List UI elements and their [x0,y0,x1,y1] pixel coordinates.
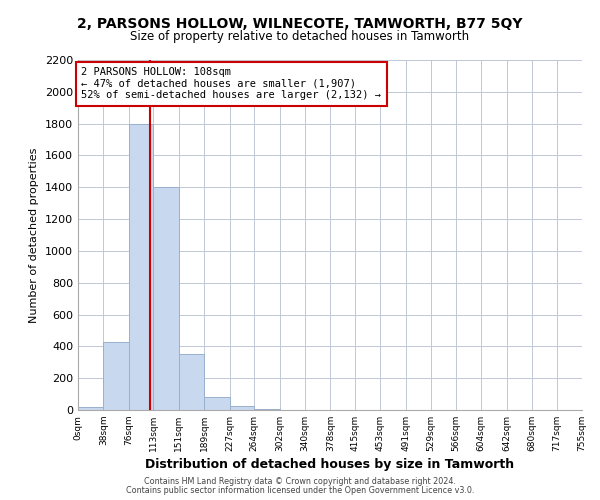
Bar [230,406,254,410]
Bar [129,124,154,410]
Bar [103,342,129,410]
Text: 2 PARSONS HOLLOW: 108sqm
← 47% of detached houses are smaller (1,907)
52% of sem: 2 PARSONS HOLLOW: 108sqm ← 47% of detach… [82,67,382,100]
Bar [254,409,280,410]
Bar [204,398,230,410]
Bar [179,354,204,410]
Bar [154,188,179,410]
Text: Size of property relative to detached houses in Tamworth: Size of property relative to detached ho… [130,30,470,43]
Text: 2, PARSONS HOLLOW, WILNECOTE, TAMWORTH, B77 5QY: 2, PARSONS HOLLOW, WILNECOTE, TAMWORTH, … [77,18,523,32]
Bar [78,407,103,410]
Text: Contains HM Land Registry data © Crown copyright and database right 2024.: Contains HM Land Registry data © Crown c… [144,477,456,486]
X-axis label: Distribution of detached houses by size in Tamworth: Distribution of detached houses by size … [145,458,515,471]
Text: Contains public sector information licensed under the Open Government Licence v3: Contains public sector information licen… [126,486,474,495]
Y-axis label: Number of detached properties: Number of detached properties [29,148,40,322]
